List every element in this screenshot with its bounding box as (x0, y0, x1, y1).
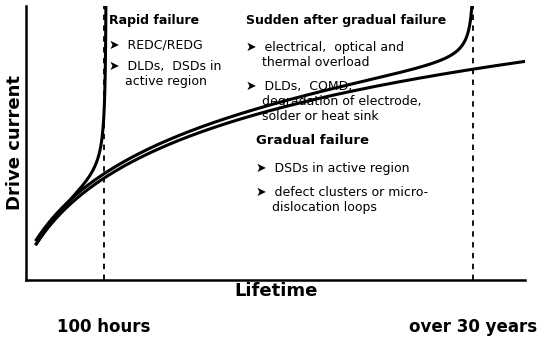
Text: Rapid failure: Rapid failure (109, 14, 199, 27)
Text: ➤  DLDs,  DSDs in
    active region: ➤ DLDs, DSDs in active region (109, 60, 221, 88)
Text: ➤  REDC/REDG: ➤ REDC/REDG (109, 38, 202, 51)
Text: ➤  DLDs,  COMD,
    degradation of electrode,
    solder or heat sink: ➤ DLDs, COMD, degradation of electrode, … (246, 80, 421, 122)
Text: Sudden after gradual failure: Sudden after gradual failure (246, 14, 446, 27)
Text: Gradual failure: Gradual failure (256, 134, 369, 147)
Text: 100 hours: 100 hours (57, 318, 150, 337)
Y-axis label: Drive current: Drive current (6, 75, 24, 210)
Text: ➤  DSDs in active region: ➤ DSDs in active region (256, 162, 409, 175)
Text: ➤  electrical,  optical and
    thermal overload: ➤ electrical, optical and thermal overlo… (246, 41, 404, 69)
Text: ➤  defect clusters or micro-
    dislocation loops: ➤ defect clusters or micro- dislocation … (256, 186, 428, 214)
Text: over 30 years: over 30 years (409, 318, 537, 337)
X-axis label: Lifetime: Lifetime (234, 282, 317, 300)
